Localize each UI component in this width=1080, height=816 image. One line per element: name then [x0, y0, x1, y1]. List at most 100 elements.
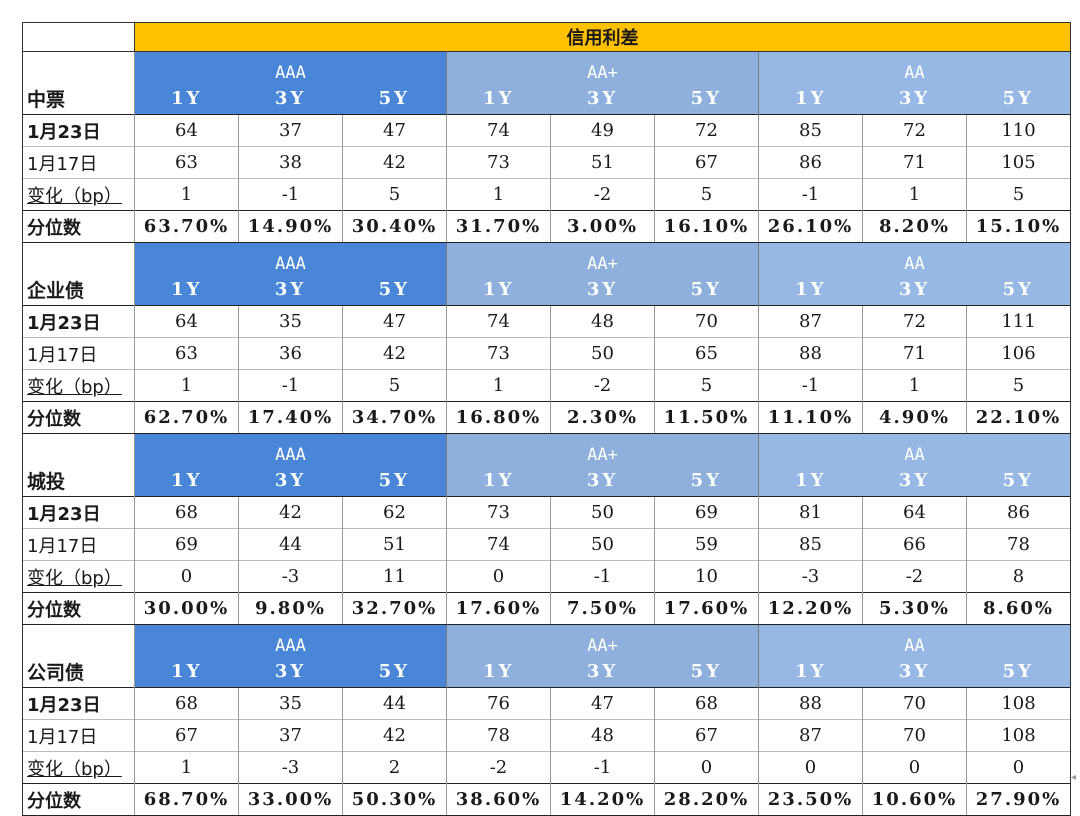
table-cell: 71	[862, 146, 967, 179]
tenor-label: 1Y	[758, 465, 863, 497]
row-label: 变化（bp）	[22, 751, 135, 784]
table-cell: 11	[342, 560, 447, 593]
table-cell: 74	[446, 305, 551, 338]
tenor-label: 3Y	[862, 274, 967, 306]
table-cell: 5	[965, 178, 1072, 211]
rating-group-label: AA+	[446, 242, 759, 274]
table-cell: 36	[238, 337, 343, 370]
table-cell: 0	[134, 560, 239, 593]
table-cell: 15.10%	[965, 210, 1072, 243]
table-cell: 63	[134, 337, 239, 370]
table-cell: 9.80%	[238, 592, 343, 625]
table-cell: 4.90%	[862, 401, 967, 434]
table-cell: 3.00%	[550, 210, 655, 243]
row-label: 1月23日	[22, 496, 135, 529]
table-row: 1月17日 63 36 42 73 50 65 88 71 106	[22, 337, 1072, 370]
table-cell: 1	[862, 369, 967, 402]
table-cell: 0	[758, 751, 863, 784]
table-cell: 64	[134, 305, 239, 338]
table-cell: 88	[758, 687, 863, 720]
section-tenor-row: 中票 1Y 3Y 5Y 1Y 3Y 5Y 1Y 3Y 5Y	[22, 83, 1072, 115]
table-cell: -1	[550, 751, 655, 784]
table-cell: 70	[862, 687, 967, 720]
table-cell: 70	[654, 305, 759, 338]
table-cell: 32.70%	[342, 592, 447, 625]
table-cell: 44	[342, 687, 447, 720]
table-cell: 11.10%	[758, 401, 863, 434]
table-cell: -1	[758, 178, 863, 211]
tenor-label: 5Y	[966, 656, 1072, 688]
table-cell: -1	[238, 369, 343, 402]
section-header-blank	[22, 242, 135, 274]
table-cell: 5.30%	[862, 592, 967, 625]
rating-group-label: AA	[757, 624, 1072, 656]
rating-group-label: AA	[757, 242, 1072, 274]
row-label: 分位数	[22, 783, 135, 816]
table-cell: 8.60%	[965, 592, 1072, 625]
table-cell: 81	[758, 496, 863, 529]
table-row: 1月23日 64 35 47 74 48 70 87 72 111	[22, 305, 1072, 338]
table-cell: 85	[758, 114, 863, 147]
table-cell: 73	[446, 337, 551, 370]
table-cell: 1	[862, 178, 967, 211]
table-cell: 50	[550, 337, 655, 370]
section-group-row: AAA AA+ AA	[22, 624, 1072, 656]
tenor-label: 1Y	[758, 656, 863, 688]
table-cell: 63.70%	[134, 210, 239, 243]
row-label: 变化（bp）	[22, 369, 135, 402]
table-cell: -2	[862, 560, 967, 593]
row-label: 分位数	[22, 210, 135, 243]
table-row: 变化（bp） 1 -1 5 1 -2 5 -1 1 5	[22, 369, 1072, 402]
rating-group-label: AAA	[134, 624, 447, 656]
table-row: 1月17日 63 38 42 73 51 67 86 71 105	[22, 146, 1072, 179]
tenor-label: 3Y	[238, 656, 343, 688]
table-cell: -1	[550, 560, 655, 593]
table-cell: 10.60%	[862, 783, 967, 816]
tenor-label: 3Y	[238, 274, 343, 306]
table-cell: 5	[342, 369, 447, 402]
section-tenor-row: 公司债 1Y 3Y 5Y 1Y 3Y 5Y 1Y 3Y 5Y	[22, 656, 1072, 688]
row-label: 1月17日	[22, 146, 135, 179]
table-cell: 8	[965, 560, 1072, 593]
table-cell: 7.50%	[550, 592, 655, 625]
table-body: 信用利差 AAA AA+ AA 中票 1Y 3Y 5Y 1Y 3Y 5Y 1Y 3Y 5Y 1月23日 64…	[22, 22, 1072, 816]
tenor-label: 5Y	[342, 656, 447, 688]
table-cell: 26.10%	[758, 210, 863, 243]
row-label: 变化（bp）	[22, 178, 135, 211]
table-cell: 2.30%	[550, 401, 655, 434]
table-cell: 69	[134, 528, 239, 561]
table-cell: 0	[446, 560, 551, 593]
table-cell: 51	[550, 146, 655, 179]
table-cell: 78	[446, 719, 551, 752]
table-cell: 16.80%	[446, 401, 551, 434]
rating-group-label: AA	[757, 433, 1072, 465]
table-cell: 33.00%	[238, 783, 343, 816]
title-corner-cell	[22, 22, 135, 52]
table-cell: 67	[654, 146, 759, 179]
table-cell: 62.70%	[134, 401, 239, 434]
tenor-label: 1Y	[134, 83, 239, 115]
tenor-label: 1Y	[134, 274, 239, 306]
table-cell: 42	[238, 496, 343, 529]
table-cell: 105	[965, 146, 1072, 179]
table-cell: 51	[342, 528, 447, 561]
table-cell: 72	[654, 114, 759, 147]
tenor-label: 1Y	[134, 465, 239, 497]
table-row: 变化（bp） 1 -1 5 1 -2 5 -1 1 5	[22, 178, 1072, 211]
table-cell: 35	[238, 305, 343, 338]
table-cell: 5	[965, 369, 1072, 402]
row-label: 分位数	[22, 592, 135, 625]
table-cell: 71	[862, 337, 967, 370]
table-cell: 66	[862, 528, 967, 561]
section-group-row: AAA AA+ AA	[22, 242, 1072, 274]
table-cell: 35	[238, 687, 343, 720]
table-cell: 106	[965, 337, 1072, 370]
tenor-label: 5Y	[342, 274, 447, 306]
table-cell: 5	[654, 178, 759, 211]
section-tenor-row: 城投 1Y 3Y 5Y 1Y 3Y 5Y 1Y 3Y 5Y	[22, 465, 1072, 497]
table-cell: 108	[965, 687, 1072, 720]
tenor-label: 3Y	[550, 656, 655, 688]
table-cell: 68	[134, 687, 239, 720]
table-cell: -2	[550, 178, 655, 211]
table-cell: 64	[134, 114, 239, 147]
